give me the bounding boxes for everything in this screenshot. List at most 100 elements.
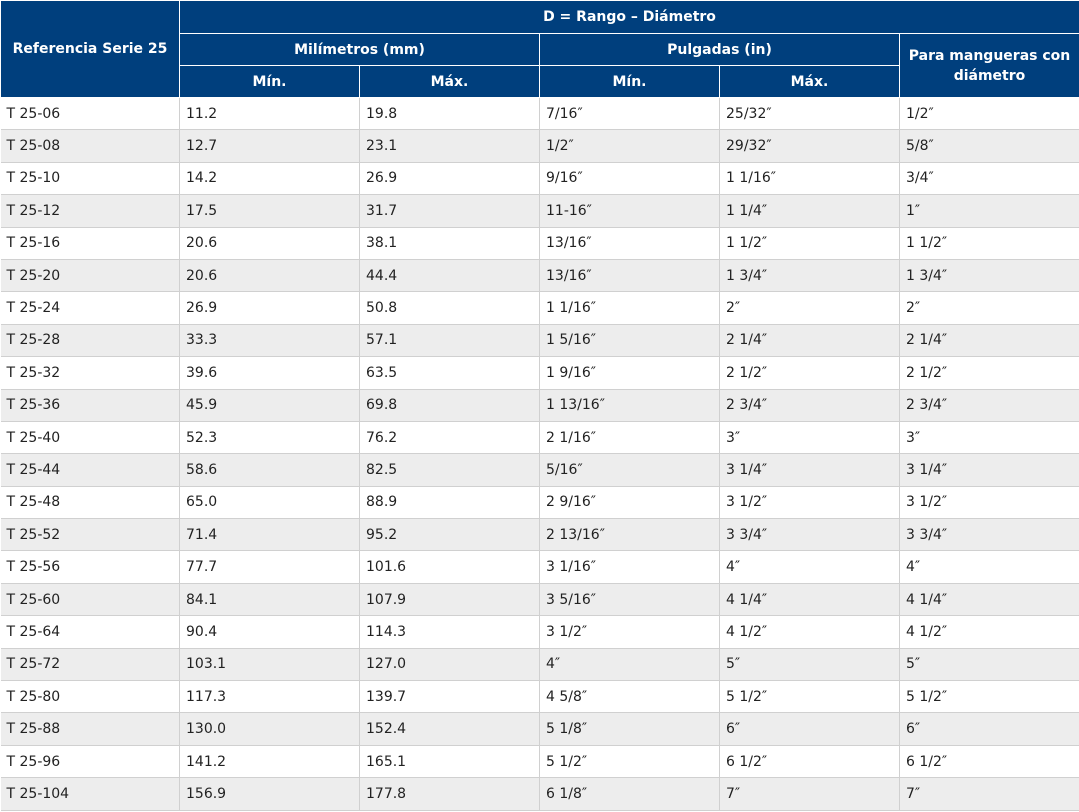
cell-in-min: 2 1/16″ [539, 420, 720, 455]
cell-hose-diameter: 1″ [899, 194, 1079, 228]
cell-mm-min: 58.6 [179, 453, 360, 487]
cell-hose-diameter: 5″ [899, 647, 1079, 682]
header-in-min: Mín. [539, 65, 720, 98]
cell-in-min: 5 1/8″ [539, 712, 720, 746]
cell-in-min: 2 13/16″ [539, 518, 720, 552]
cell-reference: T 25-10 [0, 161, 180, 196]
cell-mm-max: 63.5 [359, 356, 540, 390]
cell-in-min: 1 5/16″ [539, 323, 720, 358]
cell-mm-min: 11.2 [179, 96, 360, 131]
cell-in-max: 2 3/4″ [719, 388, 900, 422]
cell-reference: T 25-20 [0, 258, 180, 293]
cell-mm-min: 65.0 [179, 485, 360, 520]
cell-hose-diameter: 7″ [899, 777, 1079, 811]
table-row: T 25-60 84.1 107.9 3 5/16″ 4 1/4″ 4 1/4″ [0, 582, 1079, 617]
cell-in-max: 25/32″ [719, 96, 900, 131]
cell-in-max: 2 1/4″ [719, 323, 900, 358]
cell-mm-min: 130.0 [179, 712, 360, 746]
cell-reference: T 25-64 [0, 615, 180, 649]
cell-in-min: 6 1/8″ [539, 777, 720, 811]
cell-reference: T 25-06 [0, 96, 180, 131]
cell-hose-diameter: 4 1/2″ [899, 615, 1079, 649]
cell-hose-diameter: 1 3/4″ [899, 258, 1079, 293]
table-row: T 25-72 103.1 127.0 4″ 5″ 5″ [0, 647, 1079, 682]
cell-hose-diameter: 5/8″ [899, 129, 1079, 163]
cell-in-max: 1 3/4″ [719, 258, 900, 293]
cell-hose-diameter: 3 3/4″ [899, 518, 1079, 552]
cell-mm-min: 156.9 [179, 777, 360, 811]
cell-in-max: 6″ [719, 712, 900, 746]
cell-mm-min: 90.4 [179, 615, 360, 649]
cell-mm-max: 23.1 [359, 129, 540, 163]
table-row: T 25-52 71.4 95.2 2 13/16″ 3 3/4″ 3 3/4″ [0, 518, 1079, 552]
cell-in-min: 2 9/16″ [539, 485, 720, 520]
cell-in-min: 4″ [539, 647, 720, 682]
cell-mm-max: 69.8 [359, 388, 540, 422]
cell-in-min: 1 13/16″ [539, 388, 720, 422]
table-row: T 25-12 17.5 31.7 11-16″ 1 1/4″ 1″ [0, 194, 1079, 228]
table-row: T 25-64 90.4 114.3 3 1/2″ 4 1/2″ 4 1/2″ [0, 615, 1079, 649]
table-row: T 25-16 20.6 38.1 13/16″ 1 1/2″ 1 1/2″ [0, 226, 1079, 260]
cell-in-max: 3 1/2″ [719, 485, 900, 520]
cell-hose-diameter: 3″ [899, 420, 1079, 455]
cell-mm-max: 31.7 [359, 194, 540, 228]
cell-mm-max: 114.3 [359, 615, 540, 649]
cell-hose-diameter: 5 1/2″ [899, 680, 1079, 714]
cell-reference: T 25-96 [0, 744, 180, 779]
header-reference: Referencia Serie 25 [0, 0, 180, 98]
cell-in-min: 1 1/16″ [539, 291, 720, 325]
cell-in-max: 1 1/4″ [719, 194, 900, 228]
table-row: T 25-56 77.7 101.6 3 1/16″ 4″ 4″ [0, 550, 1079, 584]
cell-mm-max: 38.1 [359, 226, 540, 260]
cell-mm-max: 19.8 [359, 96, 540, 131]
cell-mm-max: 44.4 [359, 258, 540, 293]
cell-mm-max: 127.0 [359, 647, 540, 682]
cell-mm-max: 101.6 [359, 550, 540, 584]
cell-in-max: 3 1/4″ [719, 453, 900, 487]
cell-in-max: 4 1/4″ [719, 582, 900, 617]
cell-mm-min: 52.3 [179, 420, 360, 455]
header-millimeters: Milímetros (mm) [179, 33, 540, 66]
cell-in-min: 13/16″ [539, 226, 720, 260]
cell-mm-min: 17.5 [179, 194, 360, 228]
cell-mm-max: 82.5 [359, 453, 540, 487]
cell-in-min: 5 1/2″ [539, 744, 720, 779]
header-mm-min: Mín. [179, 65, 360, 98]
cell-hose-diameter: 3 1/4″ [899, 453, 1079, 487]
cell-mm-max: 88.9 [359, 485, 540, 520]
cell-mm-max: 95.2 [359, 518, 540, 552]
cell-reference: T 25-72 [0, 647, 180, 682]
cell-mm-min: 141.2 [179, 744, 360, 779]
table-row: T 25-28 33.3 57.1 1 5/16″ 2 1/4″ 2 1/4″ [0, 323, 1079, 358]
cell-in-max: 4″ [719, 550, 900, 584]
table-row: T 25-24 26.9 50.8 1 1/16″ 2″ 2″ [0, 291, 1079, 325]
header-inches: Pulgadas (in) [539, 33, 900, 66]
cell-mm-max: 107.9 [359, 582, 540, 617]
table-row: T 25-08 12.7 23.1 1/2″ 29/32″ 5/8″ [0, 129, 1079, 163]
cell-reference: T 25-16 [0, 226, 180, 260]
cell-reference: T 25-88 [0, 712, 180, 746]
cell-hose-diameter: 4 1/4″ [899, 582, 1079, 617]
cell-hose-diameter: 2 3/4″ [899, 388, 1079, 422]
cell-in-min: 3 1/16″ [539, 550, 720, 584]
cell-mm-min: 77.7 [179, 550, 360, 584]
cell-in-min: 5/16″ [539, 453, 720, 487]
cell-mm-min: 20.6 [179, 258, 360, 293]
cell-mm-min: 117.3 [179, 680, 360, 714]
cell-in-min: 1 9/16″ [539, 356, 720, 390]
table-row: T 25-48 65.0 88.9 2 9/16″ 3 1/2″ 3 1/2″ [0, 485, 1079, 520]
cell-in-max: 2 1/2″ [719, 356, 900, 390]
cell-reference: T 25-24 [0, 291, 180, 325]
table-row: T 25-88 130.0 152.4 5 1/8″ 6″ 6″ [0, 712, 1079, 746]
cell-mm-max: 165.1 [359, 744, 540, 779]
table-row: T 25-36 45.9 69.8 1 13/16″ 2 3/4″ 2 3/4″ [0, 388, 1079, 422]
cell-reference: T 25-52 [0, 518, 180, 552]
cell-in-min: 13/16″ [539, 258, 720, 293]
cell-mm-max: 76.2 [359, 420, 540, 455]
cell-mm-min: 26.9 [179, 291, 360, 325]
cell-hose-diameter: 1 1/2″ [899, 226, 1079, 260]
cell-in-max: 5″ [719, 647, 900, 682]
table-row: T 25-96 141.2 165.1 5 1/2″ 6 1/2″ 6 1/2″ [0, 744, 1079, 779]
cell-reference: T 25-08 [0, 129, 180, 163]
cell-hose-diameter: 2″ [899, 291, 1079, 325]
